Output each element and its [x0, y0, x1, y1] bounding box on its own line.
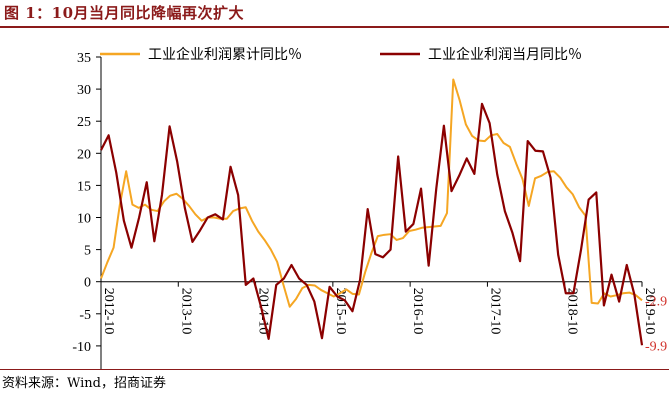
series-lines — [100, 78, 644, 346]
series-line-cumulative — [100, 78, 643, 308]
y-tick-label: 30 — [77, 83, 91, 98]
legend-label: 工业企业利润累计同比％ — [148, 46, 302, 63]
end-value-label: -9.9 — [645, 339, 667, 354]
y-tick-label: -5 — [79, 308, 91, 323]
page-title: 图 1：10月当月同比降幅再次扩大 — [4, 4, 245, 22]
title-divider — [0, 26, 669, 28]
x-tick-label: 2012-10 — [101, 288, 116, 335]
x-tick-label: 2019-10 — [642, 288, 657, 335]
y-tick-label: 15 — [77, 179, 91, 194]
series-line-monthly — [100, 102, 644, 346]
legend: 工业企业利润累计同比％ 工业企业利润当月同比％ — [100, 46, 582, 63]
y-tick-label: 20 — [77, 147, 91, 162]
y-tick-label: 0 — [84, 276, 91, 291]
y-tick-label: 5 — [84, 244, 91, 259]
end-labels: -2.9 -9.9 — [645, 294, 667, 354]
footer-divider — [0, 369, 669, 370]
end-value-label: -2.9 — [645, 294, 667, 309]
y-tick-label: 10 — [77, 212, 91, 227]
y-tick-label: 25 — [77, 115, 91, 130]
source-note: 资料来源：Wind，招商证券 — [2, 376, 166, 391]
y-tick-label: -10 — [72, 340, 91, 355]
x-tick-label: 2018-10 — [565, 288, 580, 335]
x-tick-label: 2016-10 — [410, 288, 425, 335]
x-tick-label: 2013-10 — [178, 288, 193, 335]
x-tick-label: 2017-10 — [487, 288, 502, 335]
legend-label: 工业企业利润当月同比％ — [428, 46, 582, 63]
y-tick-label: 35 — [77, 51, 91, 66]
